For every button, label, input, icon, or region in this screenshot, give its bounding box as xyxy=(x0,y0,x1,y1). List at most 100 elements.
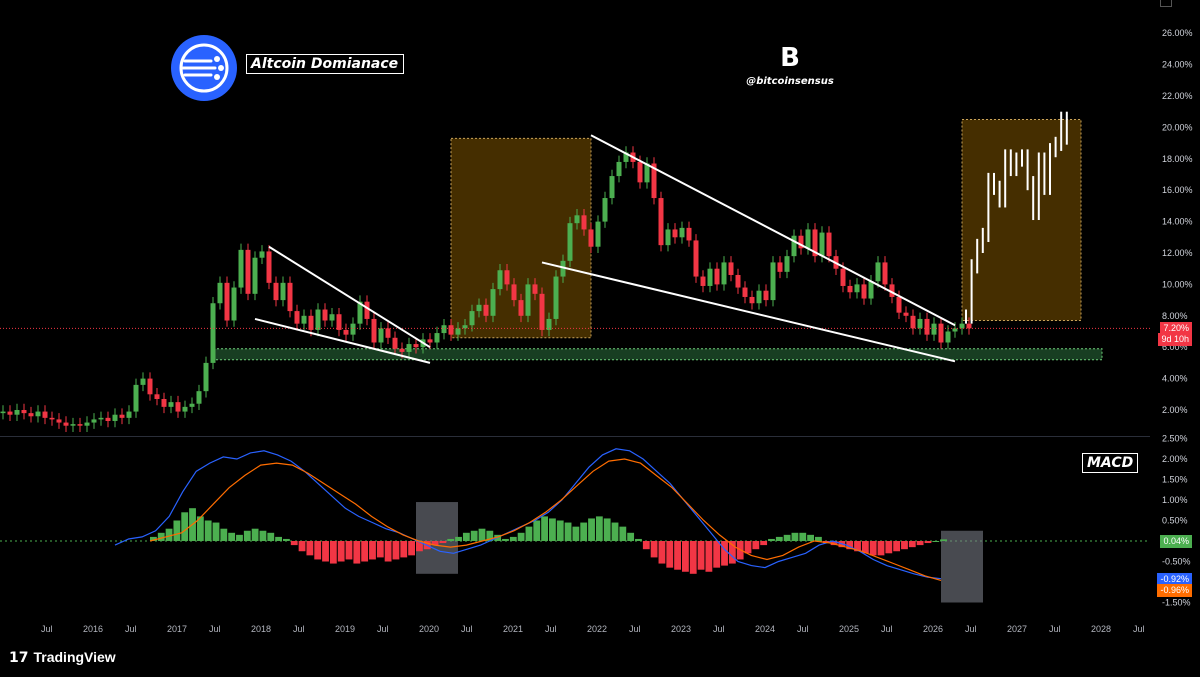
candle xyxy=(903,312,909,316)
pane-separator[interactable] xyxy=(0,436,1150,437)
macd-histogram-bar xyxy=(439,541,447,544)
macd-histogram-bar xyxy=(556,520,564,541)
macd-histogram-bar xyxy=(212,522,220,541)
x-tick-label: Jul xyxy=(965,624,977,634)
candle xyxy=(637,161,643,183)
candle xyxy=(448,325,454,335)
macd-histogram-bar xyxy=(400,541,408,558)
candle xyxy=(266,251,272,283)
macd-histogram-bar xyxy=(517,532,525,541)
x-tick-label: 2017 xyxy=(167,624,187,634)
macd-histogram-bar xyxy=(901,541,908,550)
candle xyxy=(434,333,440,343)
candle xyxy=(924,318,930,335)
broadcast-logo-icon xyxy=(171,35,237,101)
candle xyxy=(280,282,286,301)
candle xyxy=(728,262,734,275)
macd-histogram-bar xyxy=(455,536,462,541)
candle xyxy=(763,290,769,301)
current-price-tag: 7.20% xyxy=(1160,322,1192,335)
chart-settings-icon[interactable] xyxy=(1160,0,1172,7)
candle xyxy=(70,424,76,426)
candle xyxy=(651,163,657,199)
candle xyxy=(392,337,398,349)
candle xyxy=(917,318,923,329)
candle xyxy=(672,229,678,238)
macd-histogram-bar xyxy=(196,516,204,541)
candle xyxy=(294,311,300,324)
macd-histogram-bar xyxy=(760,541,768,546)
candle xyxy=(567,223,573,261)
candle xyxy=(49,417,55,420)
macd-histogram-bar xyxy=(627,532,635,541)
candle xyxy=(406,344,412,352)
candle xyxy=(336,314,342,330)
macd-histogram-bar xyxy=(462,532,470,541)
macd-histogram-bar xyxy=(173,520,181,541)
candle xyxy=(644,163,650,183)
macd-histogram-bar xyxy=(236,534,243,541)
candle xyxy=(231,287,237,321)
macd-histogram-bar xyxy=(721,541,728,566)
macd-histogram-bar xyxy=(361,541,369,562)
y-tick-label: 24.00% xyxy=(1162,60,1193,70)
macd-histogram-bar xyxy=(228,532,236,541)
macd-histogram-bar xyxy=(635,538,642,541)
macd-histogram-bar xyxy=(752,541,760,550)
macd-histogram-bar xyxy=(486,530,494,541)
x-tick-label: Jul xyxy=(545,624,557,634)
trendline xyxy=(254,317,431,364)
tradingview-label: TradingView xyxy=(33,649,116,665)
x-tick-label: Jul xyxy=(1133,624,1145,634)
macd-highlight-box xyxy=(941,530,983,603)
candle xyxy=(784,256,790,272)
macd-histogram-bar xyxy=(932,541,940,542)
candle xyxy=(490,289,496,316)
macd-histogram-bar xyxy=(791,532,799,541)
candle xyxy=(896,296,902,313)
candle xyxy=(819,232,825,257)
candle xyxy=(679,227,685,238)
x-tick-label: Jul xyxy=(377,624,389,634)
macd-histogram-bar xyxy=(908,541,916,548)
macd-histogram-bar xyxy=(376,541,384,558)
macd-histogram-bar xyxy=(854,541,861,552)
candle xyxy=(56,419,62,423)
candle xyxy=(798,235,804,249)
macd-histogram-bar xyxy=(369,541,376,560)
macd-histogram-bar xyxy=(689,541,697,574)
macd-histogram-bar xyxy=(165,528,173,541)
macd-histogram-bar xyxy=(470,530,478,541)
macd-histogram-bar xyxy=(595,516,603,541)
candle xyxy=(602,198,608,222)
macd-histogram-bar xyxy=(799,532,807,541)
candle xyxy=(455,328,461,335)
candle xyxy=(966,323,972,329)
candle xyxy=(63,422,69,426)
y-tick-label: 16.00% xyxy=(1162,185,1193,195)
candle xyxy=(301,315,307,324)
candle xyxy=(329,314,335,321)
candle xyxy=(791,235,797,257)
candle xyxy=(189,403,195,407)
candle xyxy=(245,249,251,294)
candle xyxy=(525,284,531,316)
macd-y-tick-label: 1.50% xyxy=(1162,475,1188,485)
tradingview-logo[interactable]: 17 TradingView xyxy=(9,649,116,666)
x-tick-label: Jul xyxy=(293,624,305,634)
macd-y-tick-label: 2.00% xyxy=(1162,454,1188,464)
x-tick-label: 2019 xyxy=(335,624,355,634)
candle xyxy=(315,309,321,330)
candle xyxy=(84,422,90,426)
x-tick-label: 2022 xyxy=(587,624,607,634)
x-tick-label: Jul xyxy=(41,624,53,634)
y-tick-label: 20.00% xyxy=(1162,122,1193,132)
x-tick-label: 2026 xyxy=(923,624,943,634)
macd-histogram-bar xyxy=(525,526,533,541)
candle xyxy=(546,318,552,330)
x-tick-label: Jul xyxy=(209,624,221,634)
candle xyxy=(532,284,538,294)
macd-y-tick-label: -0.50% xyxy=(1162,557,1191,567)
candle xyxy=(882,262,888,285)
